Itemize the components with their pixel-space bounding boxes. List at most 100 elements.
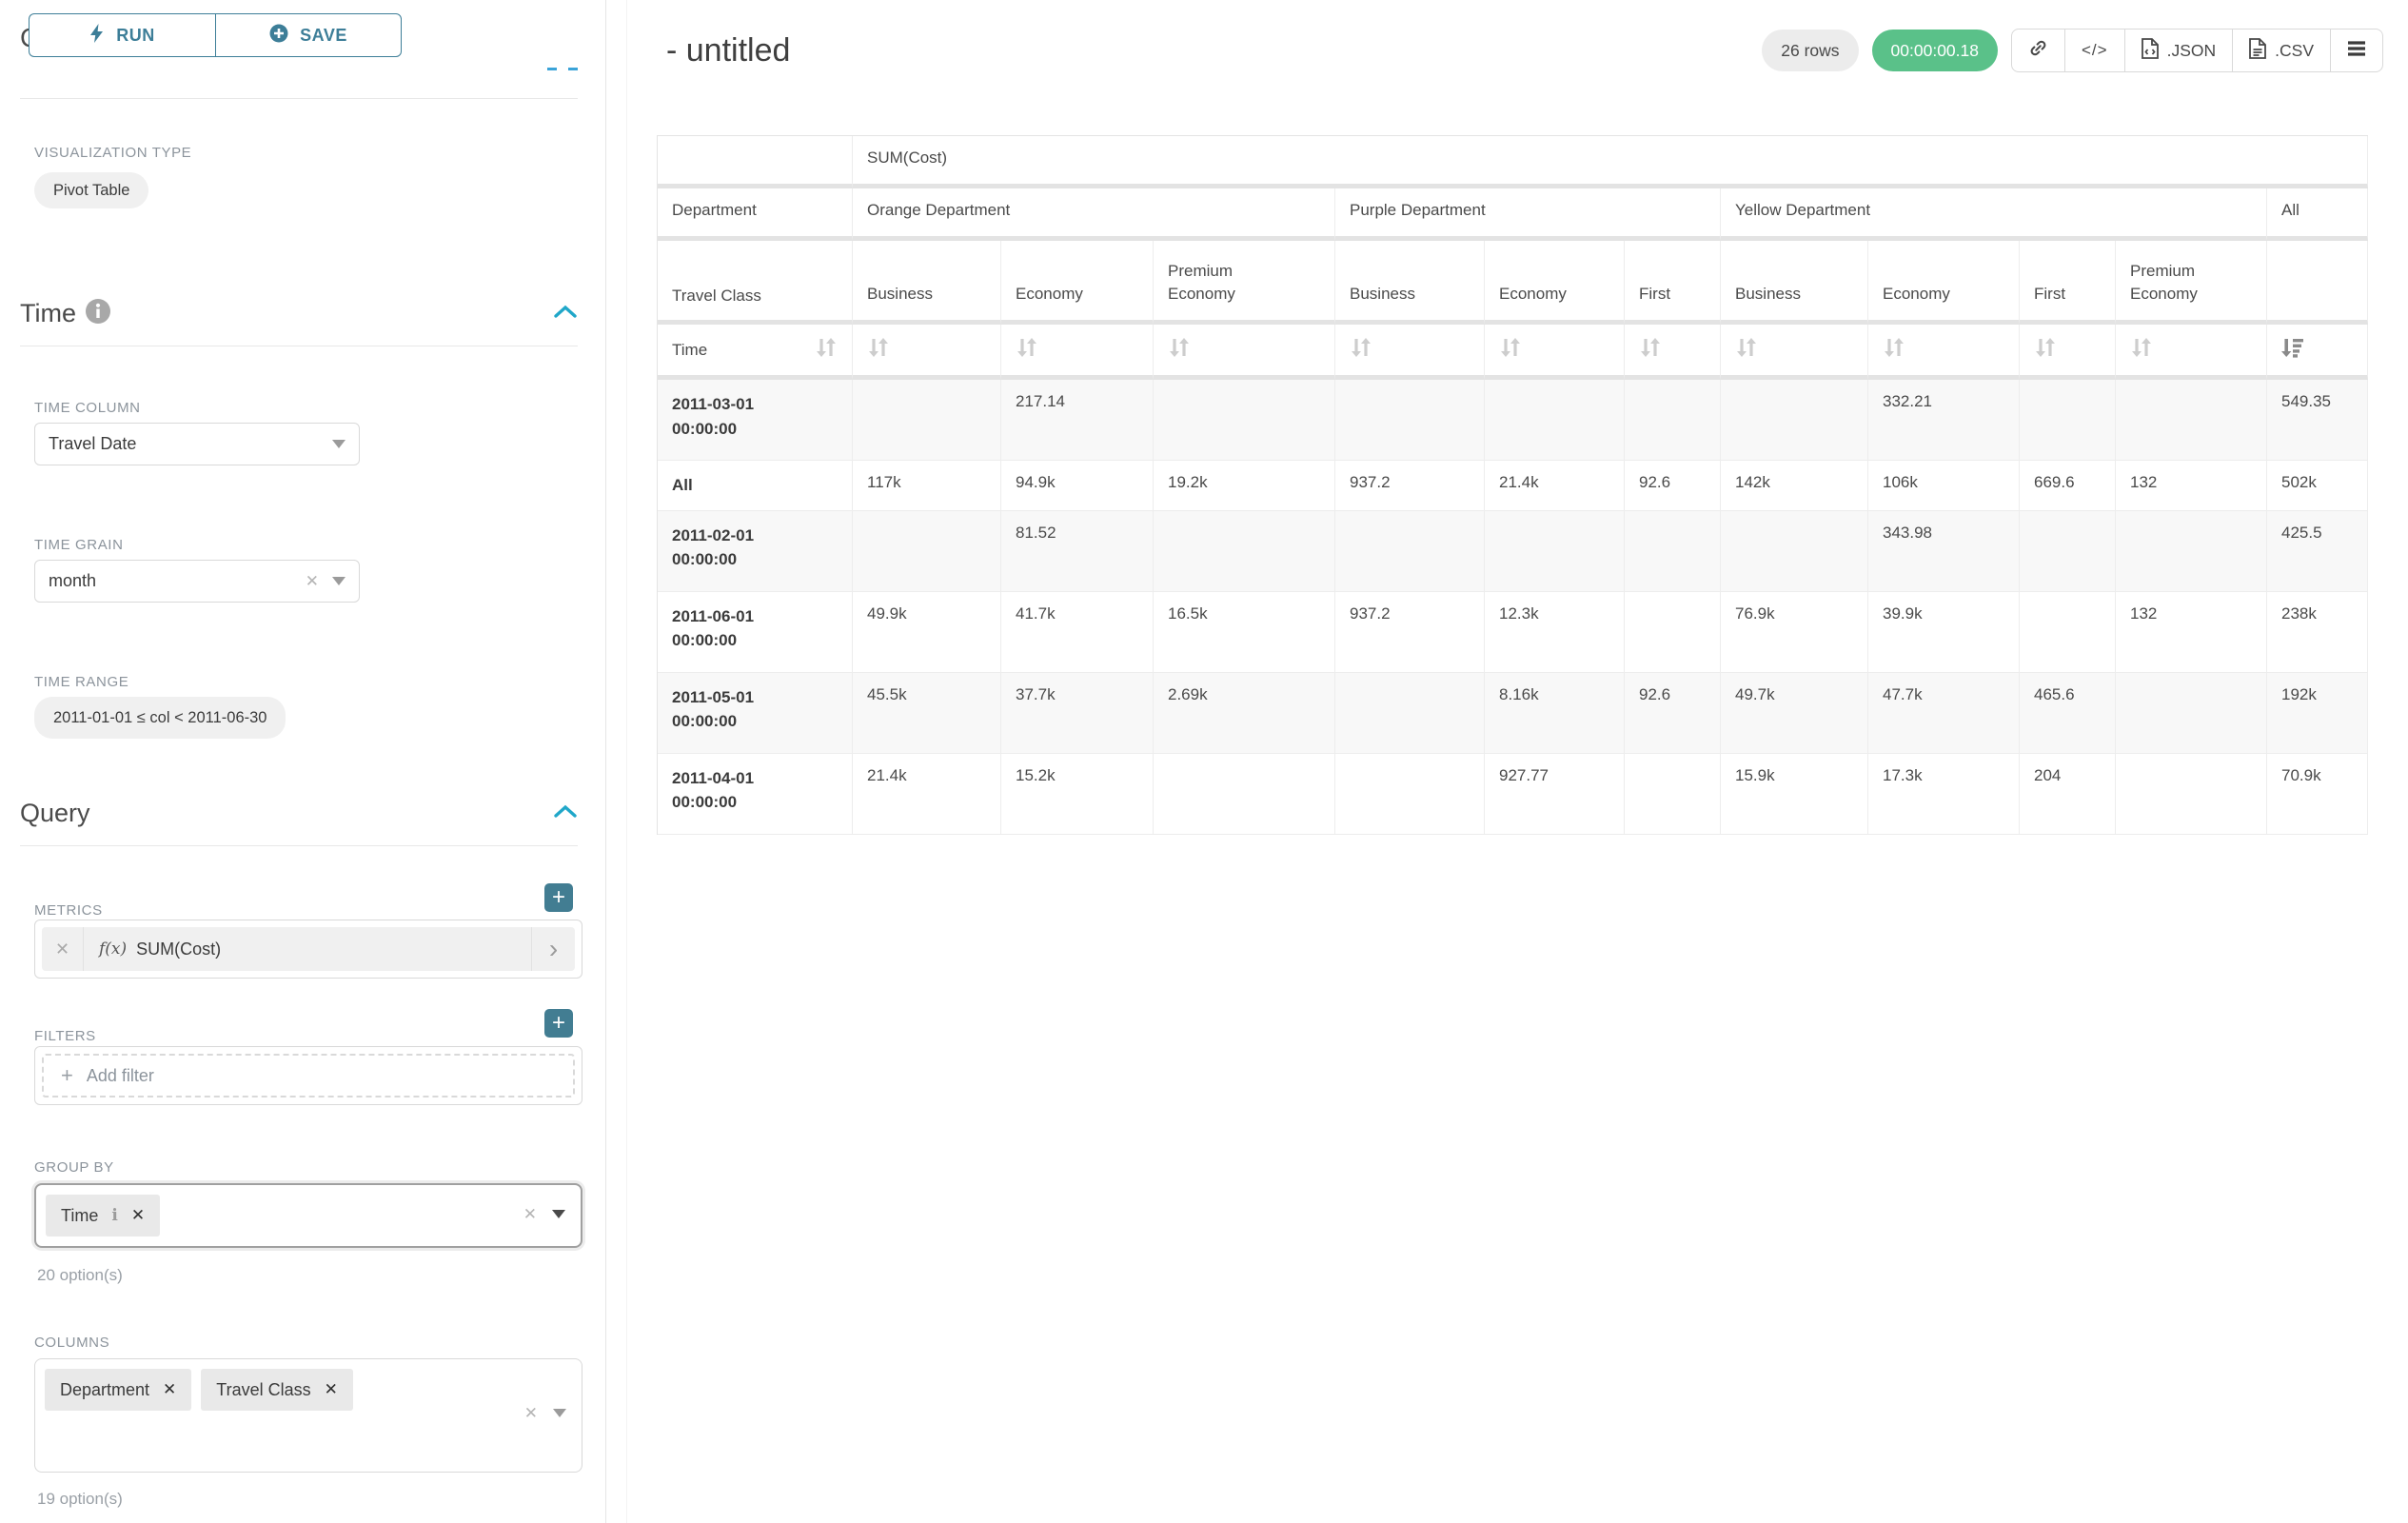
clear-icon[interactable]: ✕: [523, 1404, 538, 1422]
row-label: 2011-04-01 00:00:00: [658, 753, 853, 835]
sort-icon[interactable]: [1168, 338, 1191, 362]
filters-label: FILTERS: [34, 1028, 96, 1044]
pivot-value-cell: [1154, 510, 1335, 592]
pivot-table-container: SUM(Cost) Department Orange Department Purp…: [657, 135, 2369, 835]
add-filter-button[interactable]: + Add filter: [42, 1054, 575, 1098]
pivot-data-row: 2011-06-01 00:00:00 49.9k 41.7k 16.5k 937.2 1…: [658, 591, 2369, 673]
sort-icon[interactable]: [2130, 338, 2153, 362]
pivot-department-row: Department Orange Department Purple Depart…: [658, 188, 2369, 241]
sort-icon[interactable]: [867, 338, 890, 362]
columns-select[interactable]: Department ✕ Travel Class ✕ ✕: [34, 1358, 582, 1473]
pivot-table: SUM(Cost) Department Orange Department Purp…: [657, 135, 2369, 835]
column-sort-header[interactable]: [2020, 325, 2116, 380]
remove-chip-icon[interactable]: ✕: [130, 1206, 146, 1224]
pivot-value-cell: 17.3k: [1868, 753, 2020, 835]
filters-container: + Add filter: [34, 1046, 582, 1105]
pivot-value-cell: 937.2: [1335, 591, 1485, 673]
sort-icon[interactable]: [1499, 338, 1522, 362]
columns-chip[interactable]: Travel Class ✕: [201, 1369, 353, 1411]
pivot-value-cell: 343.98: [1868, 510, 2020, 592]
pivot-value-cell: 192k: [2267, 672, 2369, 754]
column-sort-header[interactable]: [1868, 325, 2020, 380]
sort-icon[interactable]: [1883, 338, 1905, 362]
time-range-value[interactable]: 2011-01-01 ≤ col < 2011-06-30: [34, 697, 286, 739]
add-filter-plus-button[interactable]: +: [544, 1009, 573, 1038]
column-sort-header[interactable]: [1154, 325, 1335, 380]
run-button[interactable]: RUN: [29, 13, 215, 57]
add-metric-button[interactable]: +: [544, 883, 573, 912]
remove-chip-icon[interactable]: ✕: [163, 1380, 177, 1398]
export-json-button[interactable]: .JSON: [2123, 30, 2233, 71]
query-timer-badge: 00:00:00.18: [1871, 30, 1998, 71]
column-sort-header[interactable]: [1625, 325, 1721, 380]
pivot-value-cell: 669.6: [2020, 461, 2116, 511]
clear-icon[interactable]: ✕: [523, 1205, 537, 1223]
remove-chip-icon[interactable]: ✕: [324, 1380, 338, 1398]
column-sort-header[interactable]: [2116, 325, 2267, 380]
panel-gutter[interactable]: [626, 0, 627, 1523]
pivot-value-cell: 217.14: [1001, 380, 1154, 461]
hamburger-menu-icon: [2347, 40, 2366, 61]
sort-icon[interactable]: [1350, 338, 1372, 362]
chevron-up-icon[interactable]: [553, 803, 578, 823]
pivot-travel-class-row: Travel Class Business Economy Premium Econo…: [658, 241, 2369, 325]
column-sort-header[interactable]: [1721, 325, 1868, 380]
metric-name: SUM(Cost): [136, 939, 222, 959]
query-section-title: Query: [20, 799, 90, 827]
travel-class-header: First: [1625, 241, 1721, 325]
pivot-value-cell: [1625, 591, 1721, 673]
column-sort-header[interactable]: [853, 325, 1001, 380]
pivot-value-cell: 76.9k: [1721, 591, 1868, 673]
metrics-label: METRICS: [34, 902, 103, 919]
pivot-value-cell: [853, 510, 1001, 592]
group-by-select[interactable]: Time i ✕ ✕: [34, 1183, 582, 1248]
save-button[interactable]: SAVE: [215, 13, 402, 57]
column-sort-header[interactable]: [1485, 325, 1625, 380]
department-header: Yellow Department: [1721, 188, 2267, 241]
department-header: All: [2267, 188, 2369, 241]
pivot-value-cell: 70.9k: [2267, 753, 2369, 835]
time-sort-header[interactable]: Time: [658, 325, 853, 380]
column-sort-header[interactable]: [1335, 325, 1485, 380]
sort-icon[interactable]: [1639, 338, 1662, 362]
metric-item[interactable]: ✕ f(x) SUM(Cost) ›: [42, 927, 575, 971]
chevron-right-icon[interactable]: ›: [531, 927, 575, 971]
json-file-icon: [2141, 37, 2159, 64]
sort-descending-active-icon[interactable]: [2281, 339, 2306, 362]
visualization-type-value[interactable]: Pivot Table: [34, 172, 149, 208]
row-label: 2011-05-01 00:00:00: [658, 672, 853, 754]
column-sort-header[interactable]: [2267, 325, 2369, 380]
clear-icon[interactable]: ✕: [305, 572, 319, 590]
time-grain-select[interactable]: month ✕: [34, 560, 360, 603]
travel-class-header: Premium Economy: [2116, 241, 2267, 325]
travel-class-header: Business: [853, 241, 1001, 325]
sort-icon[interactable]: [1016, 338, 1038, 362]
chart-title[interactable]: - untitled: [666, 32, 791, 69]
share-link-button[interactable]: [2012, 30, 2064, 71]
group-by-chip[interactable]: Time i ✕: [46, 1195, 161, 1236]
menu-button[interactable]: [2330, 30, 2382, 71]
pivot-value-cell: 2.69k: [1154, 672, 1335, 754]
remove-metric-icon[interactable]: ✕: [42, 927, 84, 971]
view-query-button[interactable]: </>: [2064, 30, 2124, 71]
query-section-header[interactable]: Query: [20, 799, 578, 828]
time-column-select[interactable]: Travel Date: [34, 423, 360, 465]
travel-class-header: Premium Economy: [1154, 241, 1335, 325]
columns-label: COLUMNS: [34, 1335, 110, 1351]
chevron-up-icon[interactable]: [553, 304, 578, 324]
column-sort-header[interactable]: [1001, 325, 1154, 380]
section-divider: [20, 98, 578, 99]
pivot-value-cell: [2020, 510, 2116, 592]
sort-icon[interactable]: [1735, 338, 1758, 362]
pivot-value-cell: 92.6: [1625, 461, 1721, 511]
time-section-header[interactable]: Time: [20, 299, 578, 328]
pivot-value-cell: 117k: [853, 461, 1001, 511]
sort-icon[interactable]: [2034, 338, 2057, 362]
columns-options-note: 19 option(s): [37, 1490, 123, 1508]
sort-icon[interactable]: [815, 337, 838, 363]
pivot-value-cell: [2116, 510, 2267, 592]
export-csv-button[interactable]: .CSV: [2232, 30, 2330, 71]
pivot-value-cell: [1335, 672, 1485, 754]
columns-chip[interactable]: Department ✕: [45, 1369, 192, 1411]
